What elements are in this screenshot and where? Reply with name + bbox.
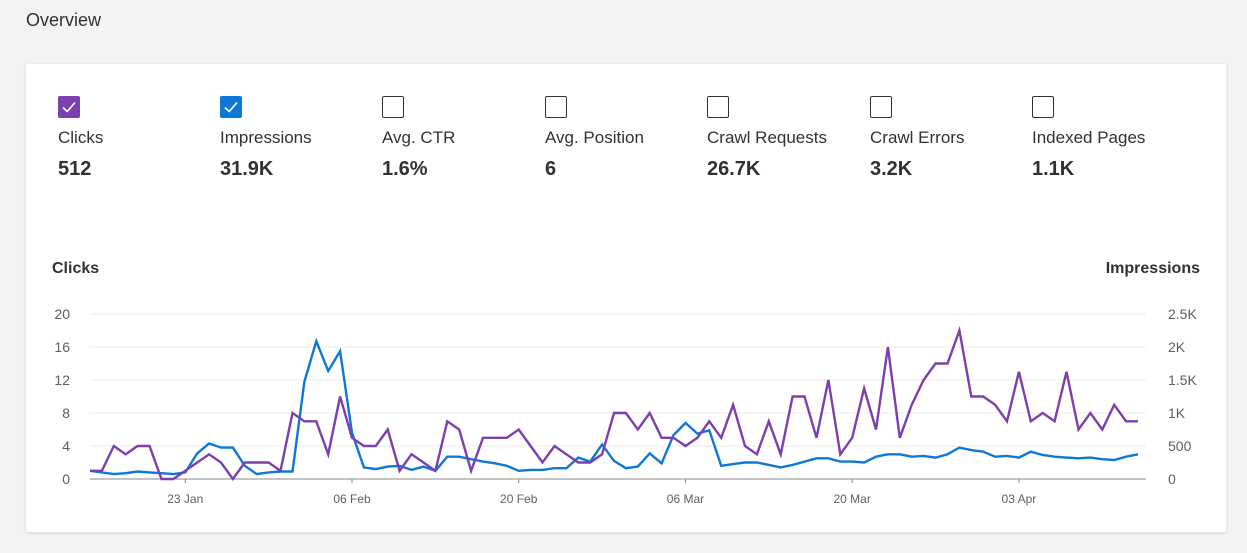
performance-chart: 0 0 4 500 8 1K 12 1.5K 16 2K 20 2.5K 23 Jan 06 Feb 20 … xyxy=(54,306,1197,506)
metric-avg-ctr: Avg. CTR 1.6% xyxy=(382,96,532,181)
indexed-pages-value: 1.1K xyxy=(1032,158,1075,180)
y-right-tick-label: 500 xyxy=(1168,438,1192,454)
metric-impressions: Impressions 31.9K xyxy=(220,96,370,181)
metric-indexed-pages: Indexed Pages 1.1K xyxy=(1032,96,1182,181)
y-left-tick-label: 4 xyxy=(62,438,70,454)
y-left-tick-label: 8 xyxy=(62,405,70,421)
overview-card: Clicks 512 Impressions 31.9K Avg. CTR 1.6% Avg… xyxy=(26,64,1226,532)
crawl-requests-label: Crawl Requests xyxy=(707,128,827,147)
y-left-tick-label: 12 xyxy=(54,372,70,388)
x-tick-label: 03 Apr xyxy=(1002,492,1037,506)
x-tick-label: 06 Feb xyxy=(333,492,371,506)
crawl-errors-label: Crawl Errors xyxy=(870,128,965,147)
y-right-tick-label: 1.5K xyxy=(1168,372,1197,388)
metric-avg-position: Avg. Position 6 xyxy=(545,96,695,181)
avg-ctr-value: 1.6% xyxy=(382,158,428,180)
crawl-requests-checkbox[interactable] xyxy=(707,96,729,118)
x-tick-label: 06 Mar xyxy=(667,492,704,506)
metric-crawl-requests: Crawl Requests 26.7K xyxy=(707,96,857,181)
checkmark-icon xyxy=(62,101,76,113)
metric-clicks: Clicks 512 xyxy=(58,96,208,181)
avg-ctr-label: Avg. CTR xyxy=(382,128,456,147)
avg-position-label: Avg. Position xyxy=(545,128,644,147)
checkmark-icon xyxy=(224,101,238,113)
indexed-pages-label: Indexed Pages xyxy=(1032,128,1146,147)
clicks-checkbox[interactable] xyxy=(58,96,80,118)
x-tick-label: 20 Feb xyxy=(500,492,538,506)
right-axis-title: Impressions xyxy=(1105,260,1200,277)
y-right-tick-label: 2.5K xyxy=(1168,306,1197,322)
y-left-tick-label: 20 xyxy=(54,306,70,322)
clicks-label: Clicks xyxy=(58,128,104,147)
crawl-errors-value: 3.2K xyxy=(870,158,913,180)
x-tick-label: 23 Jan xyxy=(167,492,203,506)
y-left-tick-label: 0 xyxy=(62,471,70,487)
clicks-value: 512 xyxy=(58,158,92,180)
crawl-errors-checkbox[interactable] xyxy=(870,96,892,118)
left-axis-title: Clicks xyxy=(52,260,100,277)
avg-ctr-checkbox[interactable] xyxy=(382,96,404,118)
avg-position-value: 6 xyxy=(545,158,557,180)
crawl-requests-value: 26.7K xyxy=(707,158,761,180)
y-right-tick-label: 1K xyxy=(1168,405,1186,421)
y-right-tick-label: 2K xyxy=(1168,339,1186,355)
impressions-label: Impressions xyxy=(220,128,312,147)
x-tick-label: 20 Mar xyxy=(834,492,871,506)
impressions-value: 31.9K xyxy=(220,158,274,180)
metric-crawl-errors: Crawl Errors 3.2K xyxy=(870,96,1020,181)
y-right-tick-label: 0 xyxy=(1168,471,1176,487)
y-left-tick-label: 16 xyxy=(54,339,70,355)
avg-position-checkbox[interactable] xyxy=(545,96,567,118)
page-title: Overview xyxy=(26,10,102,30)
indexed-pages-checkbox[interactable] xyxy=(1032,96,1054,118)
impressions-checkbox[interactable] xyxy=(220,96,242,118)
clicks-series-line xyxy=(90,325,1138,482)
impressions-series-line xyxy=(89,337,1139,476)
